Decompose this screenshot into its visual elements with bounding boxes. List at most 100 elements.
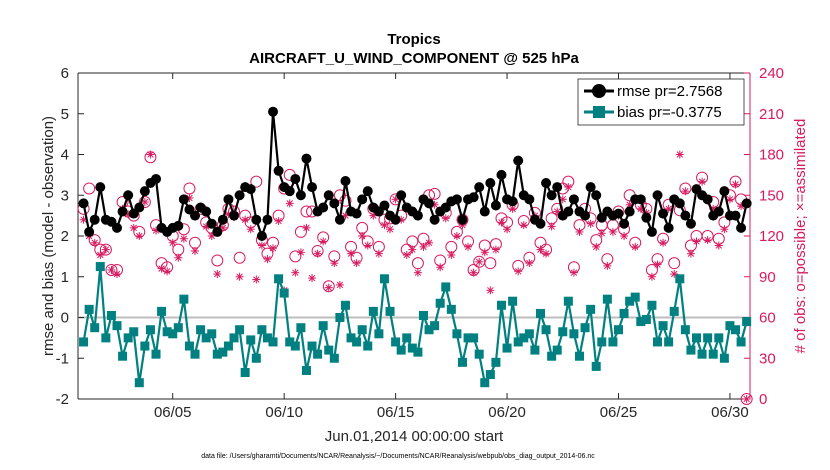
bias-point <box>430 321 440 331</box>
obs-assimilated-point <box>168 238 177 247</box>
rmse-point <box>78 198 89 209</box>
obs-assimilated-point <box>675 150 684 159</box>
obs-assimilated-point <box>620 232 629 240</box>
obs-assimilated-point <box>698 177 707 186</box>
bias-point <box>207 329 217 339</box>
obs-assimilated-stroke <box>364 242 371 249</box>
obs-assimilated-stroke <box>514 268 522 275</box>
obs-assimilated-point <box>653 260 662 269</box>
bias-point <box>424 325 434 335</box>
bias-point <box>173 323 183 333</box>
rmse-point <box>262 214 273 225</box>
bias-point <box>469 333 479 343</box>
bias-point <box>101 333 111 343</box>
rmse-point <box>134 202 145 213</box>
obs-assimilated-stroke <box>631 243 639 251</box>
obs-assimilated-point <box>96 251 105 260</box>
obs-assimilated-point <box>146 150 155 159</box>
rmse-point <box>624 206 635 217</box>
bias-point <box>106 310 116 320</box>
obs-assimilated-point <box>542 249 551 258</box>
obs-assimilated-stroke <box>743 395 750 403</box>
obs-assimilated-point <box>413 268 422 277</box>
rmse-point <box>479 206 490 217</box>
obs-assimilated-point <box>391 195 400 204</box>
obs-assimilated-stroke <box>386 225 394 233</box>
legend-bias-label: bias pr=-0.3775 <box>617 104 722 121</box>
bias-point <box>290 341 300 351</box>
ticks-layer: 06/05 06/10 06/15 06/20 06/25 06/30 -2 -1 0 1 2 3 4 5… <box>56 65 784 421</box>
obs-assimilated-stroke <box>448 251 455 259</box>
obs-assimilated-point <box>491 245 500 254</box>
bias-point <box>313 349 323 359</box>
obs-assimilated-point <box>274 217 283 226</box>
obs-possible-point <box>322 280 335 293</box>
bias-point <box>396 345 406 355</box>
obs-assimilated-point <box>402 251 411 260</box>
obs-assimilated-stroke <box>542 250 550 257</box>
obs-assimilated-stroke <box>470 269 477 276</box>
obs-assimilated-point <box>647 272 656 281</box>
bias-point <box>591 361 601 371</box>
obs-assimilated-point <box>174 253 183 262</box>
bias-point <box>586 304 596 314</box>
obs-assimilated-stroke <box>626 201 633 208</box>
obs-assimilated-stroke <box>576 228 583 236</box>
obs-assimilated-stroke <box>180 235 188 242</box>
obs-assimilated-stroke <box>682 187 689 195</box>
obs-assimilated-stroke <box>553 208 561 215</box>
rmse-point <box>613 208 624 219</box>
obs-assimilated-stroke <box>414 269 422 276</box>
obs-assimilated-point <box>681 187 690 196</box>
x-axis-label: Jun.01,2014 00:00:00 start <box>325 428 504 445</box>
bias-point <box>145 325 155 335</box>
bias-point <box>251 353 261 363</box>
bias-point <box>608 337 618 347</box>
bias-point <box>407 343 417 353</box>
obs-assimilated-stroke <box>297 249 305 256</box>
bias-point <box>157 306 167 316</box>
bias-point <box>374 329 384 339</box>
rmse-point <box>730 210 741 221</box>
bias-point <box>708 349 718 359</box>
obs-assimilated-point <box>358 232 367 240</box>
obs-assimilated-stroke <box>453 232 461 240</box>
rmse-point <box>736 222 747 233</box>
rmse-point <box>451 194 462 205</box>
bias-point <box>664 337 674 347</box>
rmse-point <box>201 206 212 217</box>
rmse-point <box>741 198 752 209</box>
obs-assimilated-point <box>335 280 344 289</box>
bias-point <box>496 300 506 310</box>
bias-point <box>736 337 746 347</box>
obs-assimilated-stroke <box>325 284 332 291</box>
obs-assimilated-stroke <box>481 249 488 256</box>
rmse-point <box>685 218 696 229</box>
bias-point <box>179 294 189 304</box>
obs-possible-point <box>183 182 196 195</box>
rmse-point <box>646 226 657 237</box>
obs-assimilated-point <box>101 245 110 254</box>
rmse-point <box>307 182 318 193</box>
rmse-point <box>429 214 440 225</box>
rmse-point <box>323 190 334 201</box>
bias-point <box>597 337 607 347</box>
obs-assimilated-point <box>597 229 606 238</box>
rmse-point <box>357 194 368 205</box>
obs-assimilated-point <box>475 257 484 266</box>
bias-point <box>385 306 395 316</box>
obs-assimilated-point <box>686 249 695 258</box>
rmse-point <box>619 218 630 229</box>
bias-point <box>368 306 378 316</box>
obs-possible-point <box>668 257 681 270</box>
obs-possible-point <box>294 225 307 238</box>
obs-assimilated-point <box>213 270 222 279</box>
obs-assimilated-point <box>441 214 450 223</box>
bias-point <box>352 337 362 347</box>
rmse-point <box>123 190 134 201</box>
x-tick-label: 06/30 <box>711 404 749 421</box>
obs-assimilated-point <box>731 180 740 189</box>
obs-assimilated-stroke <box>375 250 383 257</box>
bias-point <box>535 308 545 318</box>
obs-assimilated-stroke <box>130 224 137 232</box>
